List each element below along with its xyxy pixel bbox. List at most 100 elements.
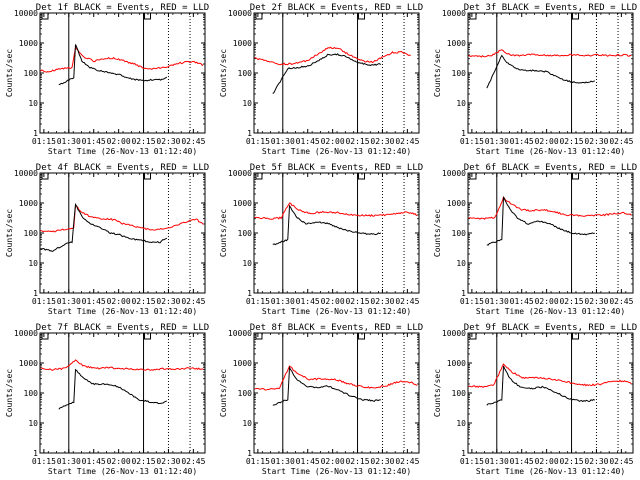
series-lld-line [254,365,418,391]
x-tick-label: 02:00 [321,137,345,146]
x-tick-label: 02:45 [181,137,205,146]
x-tick-label: 02:45 [609,137,633,146]
y-tick-label: 10000 [228,169,252,178]
y-tick-label: 1000 [447,359,466,368]
x-tick-label: 02:45 [181,297,205,306]
y-tick-label: 10 [28,99,38,108]
panel-1: Det 1f BLACK = Events, RED = LLD 1 10 100 10… [5,3,209,156]
x-tick-label: 02:15 [131,297,155,306]
x-tick-label: 01:15 [246,457,270,466]
y-tick-label: 1 [33,449,38,458]
panel-8: Det 8f BLACK = Events, RED = LLD 1 10 100 10… [219,323,423,476]
series-lld-line [468,195,632,220]
x-tick-label: 02:00 [535,297,559,306]
y-tick-label: 1000 [19,39,38,48]
y-tick-label: 1000 [447,199,466,208]
x-tick-label: 01:30 [57,297,81,306]
x-tick-label: 02:45 [609,457,633,466]
series-lld-line [468,363,632,389]
x-tick-label: 01:45 [510,297,534,306]
y-tick-label: 1 [247,129,252,138]
x-tick-label: 02:30 [370,297,394,306]
x-tick-label: 02:15 [345,297,369,306]
interval-bracket [358,173,366,180]
x-tick-label: 02:30 [156,457,180,466]
x-tick-label: 02:15 [131,457,155,466]
y-tick-label: 1 [461,129,466,138]
x-tick-label: 02:45 [181,457,205,466]
y-tick-label: 1000 [233,39,252,48]
x-axis-label: Start Time (26-Nov-13 01:12:40) [476,307,625,316]
x-tick-label: 01:15 [246,137,270,146]
x-tick-label: 02:00 [107,297,131,306]
series-events-line [272,204,382,246]
interval-bracket [572,173,580,180]
x-tick-label: 01:15 [460,457,484,466]
panel-title: Det 4f BLACK = Events, RED = LLD [36,163,209,173]
y-tick-label: 10000 [442,169,466,178]
x-axis-label: Start Time (26-Nov-13 01:12:40) [48,147,197,156]
interval-bracket [358,333,366,340]
series-events-line [40,202,168,252]
interval-bracket [469,13,477,20]
x-tick-label: 01:30 [485,297,509,306]
series-events-line [272,365,381,406]
series-lld-line [40,46,204,73]
y-tick-label: 10000 [442,329,466,338]
y-tick-label: 100 [24,69,39,78]
x-tick-label: 02:15 [559,457,583,466]
x-tick-label: 01:30 [271,297,295,306]
x-tick-label: 01:30 [271,457,295,466]
x-tick-label: 02:30 [584,137,608,146]
x-tick-label: 01:30 [485,457,509,466]
series-events-line [486,54,595,89]
x-tick-label: 01:30 [271,137,295,146]
y-tick-label: 100 [24,229,39,238]
interval-bracket [469,173,477,180]
y-tick-label: 10 [242,99,252,108]
y-tick-label: 10000 [14,329,38,338]
interval-bracket [41,333,49,340]
y-tick-label: 100 [238,69,253,78]
x-axis-label: Start Time (26-Nov-13 01:12:40) [476,467,625,476]
x-tick-label: 02:15 [131,137,155,146]
series-events-line [486,365,596,406]
x-tick-label: 01:45 [82,137,106,146]
y-tick-label: 1 [33,289,38,298]
y-tick-label: 10000 [14,169,38,178]
panel-title: Det 7f BLACK = Events, RED = LLD [36,323,209,333]
panel-7: Det 7f BLACK = Events, RED = LLD 1 10 100 10… [5,323,209,476]
x-tick-label: 02:30 [370,457,394,466]
y-tick-label: 100 [238,389,253,398]
x-tick-label: 02:00 [107,137,131,146]
x-tick-label: 01:45 [296,297,320,306]
y-axis-label: Counts/sec [433,49,442,97]
panel-title: Det 2f BLACK = Events, RED = LLD [250,3,423,13]
x-tick-label: 02:45 [609,297,633,306]
y-axis-label: Counts/sec [5,209,14,257]
x-tick-label: 02:45 [395,137,419,146]
interval-bracket [144,173,152,180]
x-tick-label: 02:30 [370,137,394,146]
y-tick-label: 1 [33,129,38,138]
y-tick-label: 10 [242,419,252,428]
series-lld-line [254,46,411,66]
y-tick-label: 100 [452,389,467,398]
y-tick-label: 10 [28,259,38,268]
interval-bracket [255,13,263,20]
x-tick-label: 01:15 [246,297,270,306]
interval-bracket [144,13,152,20]
y-tick-label: 1000 [19,359,38,368]
series-lld-line [254,202,418,220]
interval-bracket [358,13,366,20]
interval-bracket [41,13,49,20]
x-tick-label: 01:30 [485,137,509,146]
y-axis-label: Counts/sec [433,369,442,417]
y-tick-label: 10 [456,99,466,108]
y-tick-label: 1000 [19,199,38,208]
x-tick-label: 01:15 [32,297,56,306]
y-tick-label: 1 [461,289,466,298]
panel-9: Det 9f BLACK = Events, RED = LLD 1 10 100 10… [433,323,637,476]
x-axis-label: Start Time (26-Nov-13 01:12:40) [262,307,411,316]
x-tick-label: 02:00 [535,137,559,146]
